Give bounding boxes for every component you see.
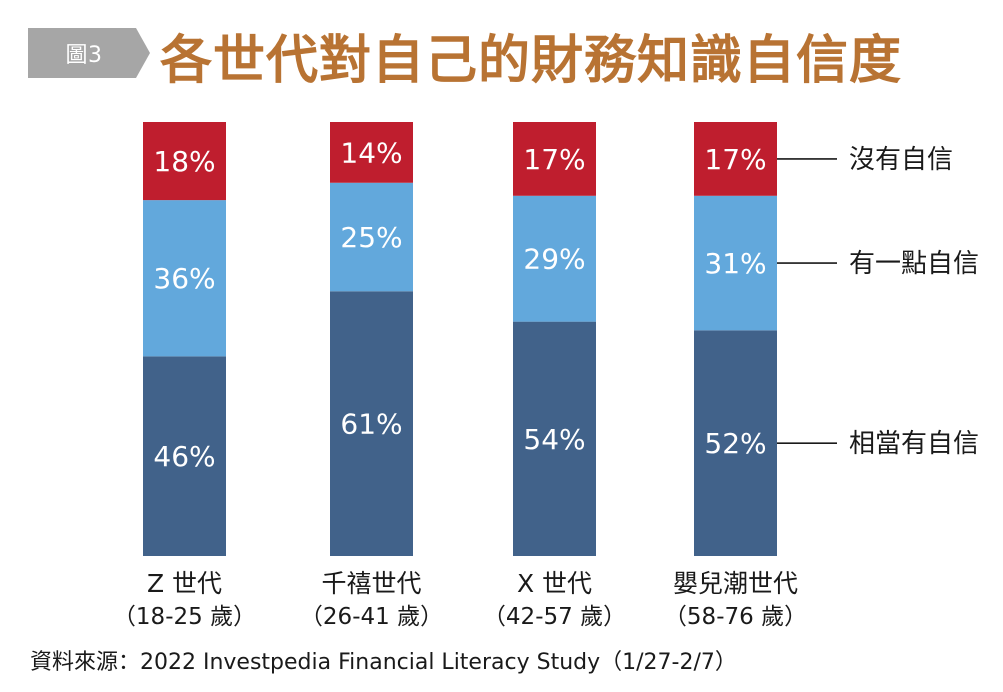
segment-value-label: 61% bbox=[340, 408, 402, 441]
segment-value-label: 36% bbox=[153, 262, 215, 295]
segment-value-label: 18% bbox=[153, 145, 215, 178]
category-age-range: （18-25 歲） bbox=[113, 604, 256, 630]
source-note: 資料來源：2022 Investpedia Financial Literacy… bbox=[30, 650, 737, 675]
bar-segment bbox=[143, 200, 226, 357]
bar-segment bbox=[694, 330, 777, 556]
segment-value-label: 17% bbox=[523, 143, 585, 176]
bar-segment bbox=[330, 291, 413, 556]
segment-value-label: 46% bbox=[153, 440, 215, 473]
chart-title: 各世代對自己的財務知識自信度 bbox=[160, 30, 903, 91]
category-age-range: （58-76 歲） bbox=[664, 604, 807, 630]
category-label: Z 世代 bbox=[147, 569, 222, 598]
segment-value-label: 31% bbox=[704, 247, 766, 280]
bar-segment bbox=[513, 122, 596, 196]
legend-label: 相當有自信 bbox=[849, 429, 979, 459]
legend-label: 有一點自信 bbox=[849, 249, 979, 279]
segment-value-label: 25% bbox=[340, 221, 402, 254]
category-label: X 世代 bbox=[517, 569, 592, 598]
category-label: 嬰兒潮世代 bbox=[673, 569, 798, 598]
segment-value-label: 14% bbox=[340, 136, 402, 169]
bar-segment bbox=[694, 122, 777, 196]
figure-tag: 圖3 bbox=[28, 28, 150, 78]
figure-tag-arrow-shape bbox=[28, 28, 150, 78]
segment-value-label: 52% bbox=[704, 427, 766, 460]
legend-label: 沒有自信 bbox=[849, 145, 953, 175]
segment-value-label: 54% bbox=[523, 423, 585, 456]
bar-segment bbox=[143, 122, 226, 201]
bar-segment bbox=[694, 195, 777, 331]
figure-tag-label: 圖3 bbox=[65, 43, 103, 68]
bar-segment bbox=[330, 182, 413, 292]
bar-segment bbox=[143, 356, 226, 556]
category-label: 千禧世代 bbox=[321, 569, 421, 598]
segment-value-label: 17% bbox=[704, 143, 766, 176]
bar-segment bbox=[513, 321, 596, 556]
segment-value-label: 29% bbox=[523, 243, 585, 276]
bar-segment bbox=[330, 122, 413, 183]
category-age-range: （42-57 歲） bbox=[483, 604, 626, 630]
bar-segment bbox=[513, 195, 596, 322]
category-age-range: （26-41 歲） bbox=[300, 604, 443, 630]
stacked-bar-chart: 46% 36% 18% Z 世代 （18-25 歲） 61% 25% 14% 千禧世代 （26-4… bbox=[113, 122, 979, 630]
